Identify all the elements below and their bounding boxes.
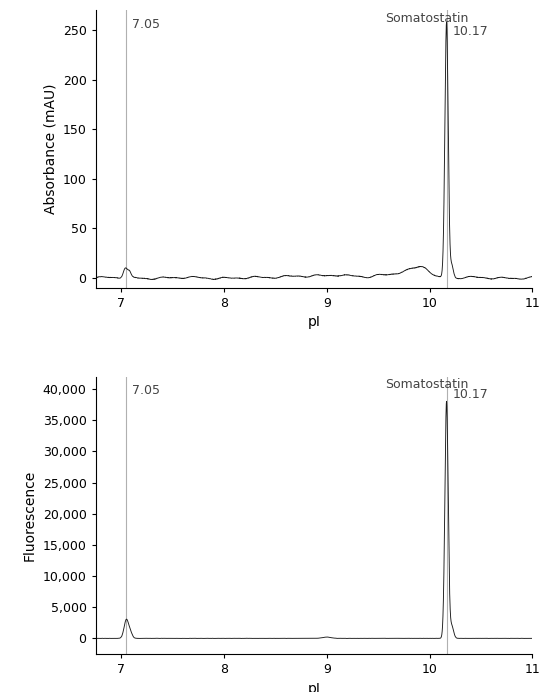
X-axis label: pI: pI [307, 316, 321, 329]
Y-axis label: Fluorescence: Fluorescence [23, 470, 37, 561]
Text: Somatostatin: Somatostatin [385, 12, 469, 26]
Text: 7.05: 7.05 [132, 18, 159, 31]
X-axis label: pI: pI [307, 682, 321, 692]
Text: Somatostatin: Somatostatin [385, 378, 469, 391]
Text: 10.17: 10.17 [452, 25, 488, 38]
Text: 7.05: 7.05 [132, 384, 159, 397]
Text: 10.17: 10.17 [452, 388, 488, 401]
Y-axis label: Absorbance (mAU): Absorbance (mAU) [43, 84, 57, 215]
